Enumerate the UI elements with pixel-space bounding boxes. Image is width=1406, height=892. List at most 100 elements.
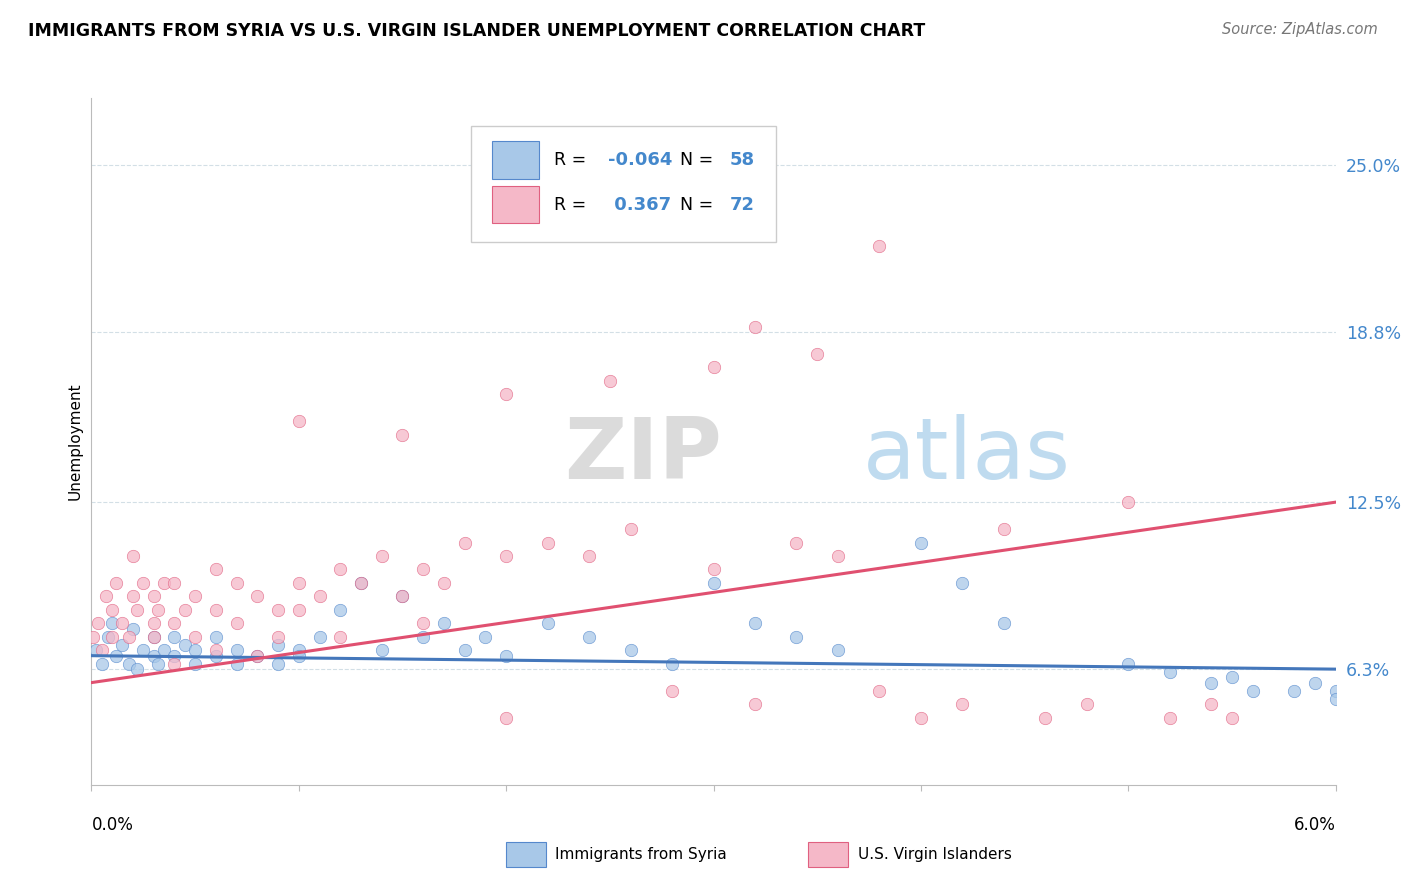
Point: [371, 643, 394, 657]
Point: [329, 630, 352, 644]
Point: [702, 576, 725, 591]
Point: [267, 657, 290, 671]
Point: [1201, 675, 1223, 690]
Point: [205, 562, 228, 576]
Point: [412, 562, 434, 576]
Point: [246, 648, 269, 663]
Point: [329, 603, 352, 617]
Point: [412, 630, 434, 644]
Point: [101, 630, 124, 644]
Point: [225, 576, 247, 591]
Point: [785, 535, 807, 549]
Point: [184, 590, 207, 604]
Point: [1159, 711, 1181, 725]
Point: [1324, 691, 1347, 706]
Point: [391, 590, 413, 604]
Text: IMMIGRANTS FROM SYRIA VS U.S. VIRGIN ISLANDER UNEMPLOYMENT CORRELATION CHART: IMMIGRANTS FROM SYRIA VS U.S. VIRGIN ISL…: [28, 22, 925, 40]
Point: [806, 347, 828, 361]
Text: Source: ZipAtlas.com: Source: ZipAtlas.com: [1222, 22, 1378, 37]
Point: [827, 549, 849, 563]
Point: [122, 590, 145, 604]
Point: [474, 630, 496, 644]
Point: [536, 616, 558, 631]
Point: [205, 648, 228, 663]
Point: [869, 683, 891, 698]
Point: [267, 603, 290, 617]
Point: [153, 643, 176, 657]
Text: 6.0%: 6.0%: [1294, 816, 1336, 834]
Point: [105, 648, 128, 663]
Point: [495, 549, 517, 563]
Point: [153, 576, 176, 591]
Point: [661, 657, 683, 671]
Point: [619, 522, 641, 536]
Point: [495, 648, 517, 663]
Point: [118, 657, 141, 671]
Point: [125, 662, 148, 676]
Point: [827, 643, 849, 657]
Point: [184, 657, 207, 671]
Point: [163, 630, 186, 644]
Point: [173, 603, 195, 617]
FancyBboxPatch shape: [471, 126, 776, 243]
Point: [1035, 711, 1057, 725]
Point: [225, 616, 247, 631]
Point: [1303, 675, 1326, 690]
Point: [433, 576, 456, 591]
Text: N =: N =: [681, 151, 713, 169]
Point: [744, 616, 766, 631]
Point: [90, 643, 112, 657]
Text: 58: 58: [730, 151, 755, 169]
Point: [744, 697, 766, 711]
Point: [184, 630, 207, 644]
Point: [142, 590, 165, 604]
Point: [453, 643, 475, 657]
Point: [287, 603, 309, 617]
Point: [146, 657, 169, 671]
Point: [619, 643, 641, 657]
Point: [308, 630, 330, 644]
Point: [744, 320, 766, 334]
Text: R =: R =: [554, 195, 586, 213]
Point: [101, 616, 124, 631]
Point: [1241, 683, 1264, 698]
FancyBboxPatch shape: [492, 186, 540, 224]
Point: [163, 657, 186, 671]
Point: [225, 643, 247, 657]
Point: [122, 549, 145, 563]
Point: [993, 616, 1015, 631]
Text: 0.0%: 0.0%: [91, 816, 134, 834]
Point: [412, 616, 434, 631]
Point: [350, 576, 373, 591]
Point: [132, 643, 155, 657]
Point: [246, 590, 269, 604]
Point: [142, 648, 165, 663]
Text: N =: N =: [681, 195, 713, 213]
Point: [118, 630, 141, 644]
Point: [173, 638, 195, 652]
Point: [1076, 697, 1098, 711]
Point: [105, 576, 128, 591]
Point: [90, 657, 112, 671]
Text: Immigrants from Syria: Immigrants from Syria: [555, 847, 727, 862]
Point: [350, 576, 373, 591]
Point: [84, 643, 107, 657]
Point: [1201, 697, 1223, 711]
Point: [308, 590, 330, 604]
Point: [142, 630, 165, 644]
Point: [952, 697, 974, 711]
Point: [578, 549, 600, 563]
Point: [785, 630, 807, 644]
Y-axis label: Unemployment: Unemployment: [67, 383, 83, 500]
Point: [371, 549, 394, 563]
Point: [163, 616, 186, 631]
Point: [205, 630, 228, 644]
Text: 0.367: 0.367: [607, 195, 671, 213]
Point: [661, 683, 683, 698]
Point: [1220, 670, 1243, 684]
Point: [184, 643, 207, 657]
Point: [993, 522, 1015, 536]
Point: [111, 638, 134, 652]
Point: [910, 535, 932, 549]
Text: -0.064: -0.064: [607, 151, 672, 169]
